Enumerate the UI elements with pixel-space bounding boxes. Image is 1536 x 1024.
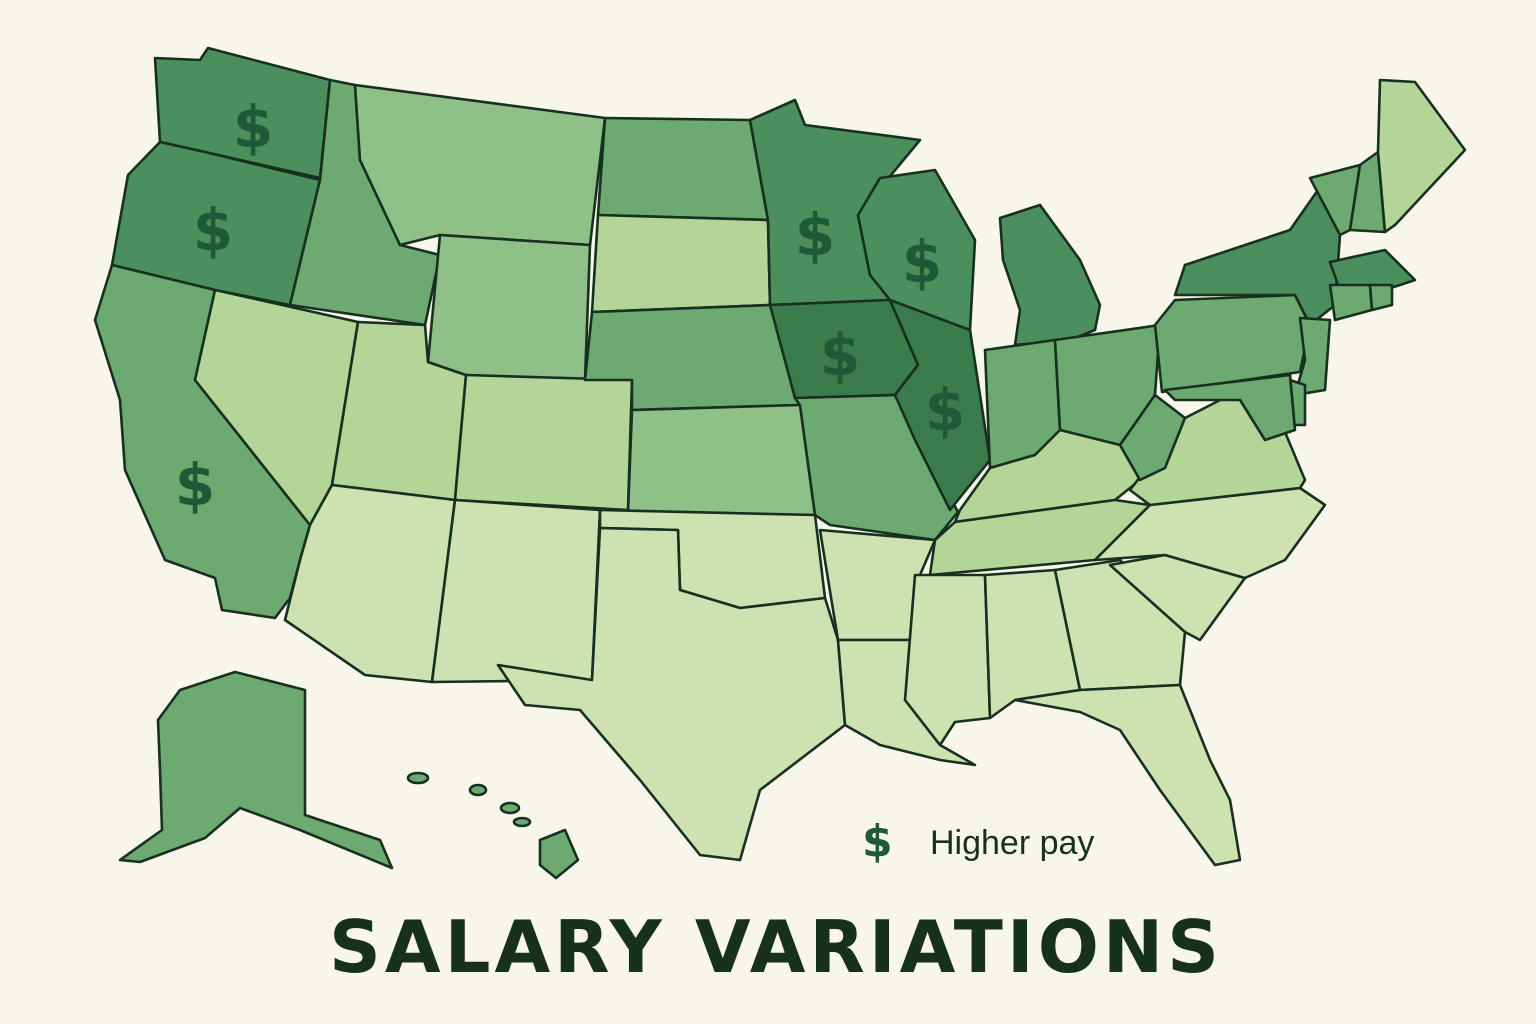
state-hi — [538, 828, 580, 880]
state-ak — [118, 670, 394, 870]
state-nm — [430, 498, 602, 684]
hawaii-island — [499, 801, 521, 815]
state-ri — [1368, 283, 1394, 312]
legend-dollar-icon: $ — [862, 816, 893, 867]
dollar-icon-or: $ — [193, 196, 233, 264]
state-ct — [1328, 283, 1374, 322]
dollar-icon-mn: $ — [795, 201, 835, 269]
higher-pay-markers: $$$$ $$$ — [175, 93, 965, 519]
states-layer — [93, 46, 1467, 880]
legend-label: Higher pay — [930, 824, 1095, 862]
state-ks — [626, 403, 817, 517]
state-tx — [496, 526, 847, 862]
state-fl — [1013, 683, 1242, 867]
hawaii-island — [406, 771, 430, 785]
dollar-icon-wi: $ — [902, 228, 942, 296]
state-ma — [1328, 248, 1417, 292]
state-md — [1163, 373, 1297, 442]
dollar-icon-ia: $ — [820, 321, 860, 389]
dollar-icon-ca: $ — [175, 451, 215, 519]
state-wy — [426, 233, 592, 382]
state-sd — [590, 213, 772, 314]
dollar-icon-il: $ — [925, 376, 965, 444]
hawaii-island — [512, 816, 532, 828]
state-nj — [1293, 316, 1332, 397]
state-co — [453, 373, 634, 512]
state-mi — [998, 203, 1102, 347]
hawaii-island — [468, 783, 488, 797]
state-nd — [596, 116, 770, 222]
state-wv — [1118, 393, 1187, 482]
state-me — [1376, 78, 1467, 234]
map-title: SALARY VARIATIONS — [328, 905, 1224, 989]
state-mt — [353, 83, 607, 247]
dollar-icon-wa: $ — [233, 93, 273, 161]
state-ga — [1053, 558, 1187, 692]
state-il — [888, 298, 992, 512]
